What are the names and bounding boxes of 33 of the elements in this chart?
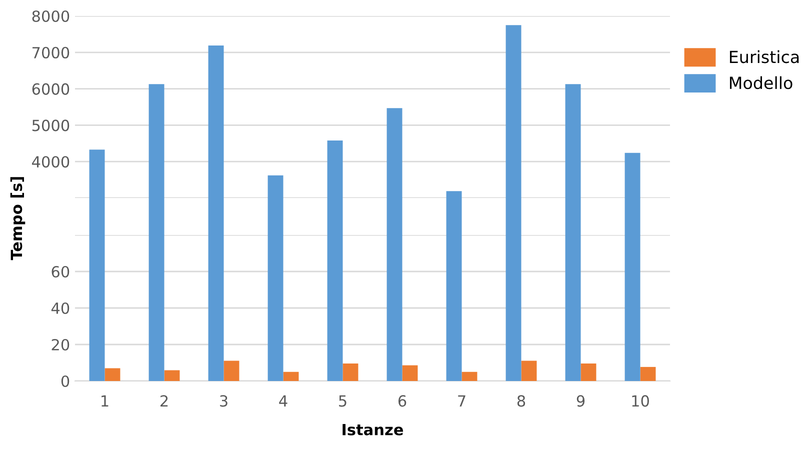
- bar: [580, 363, 596, 381]
- x-tick-label: 10: [632, 395, 649, 407]
- y-tick-label: 6000: [32, 83, 70, 95]
- y-tick-label: 0: [61, 375, 70, 388]
- y-tick-label: 40: [51, 302, 70, 314]
- x-tick-label: 8: [517, 395, 526, 407]
- x-tick-label: 4: [279, 395, 288, 406]
- x-tick-label: 7: [458, 395, 466, 406]
- bar: [224, 360, 240, 381]
- x-tick-label: 2: [160, 395, 168, 406]
- x-tick-label: 3: [220, 395, 228, 407]
- x-tick-label: 6: [398, 395, 406, 407]
- bar: [283, 372, 299, 381]
- y-tick-label: 60: [52, 266, 70, 278]
- bar: [462, 372, 478, 381]
- legend-label: Modello: [730, 76, 792, 90]
- legend-label: Euristica: [730, 50, 799, 64]
- y-axis-title: Tempo [s]: [10, 177, 26, 260]
- x-tick-label: 5: [339, 395, 346, 407]
- x-tick-label: 9: [576, 395, 585, 407]
- bar: [402, 365, 418, 381]
- x-axis-title: Istanze: [342, 424, 404, 436]
- bar: [521, 360, 537, 381]
- y-tick-label: 20: [52, 338, 70, 351]
- y-tick-label: 7000: [32, 46, 70, 58]
- bar: [342, 363, 358, 381]
- bar: [164, 370, 180, 381]
- x-tick-label: 1: [102, 395, 108, 406]
- y-tick-label: 8000: [32, 10, 70, 22]
- bar: [104, 368, 120, 381]
- y-tick-label: 5000: [32, 120, 70, 132]
- y-tick-label: 4000: [32, 156, 70, 168]
- bar: [640, 366, 656, 381]
